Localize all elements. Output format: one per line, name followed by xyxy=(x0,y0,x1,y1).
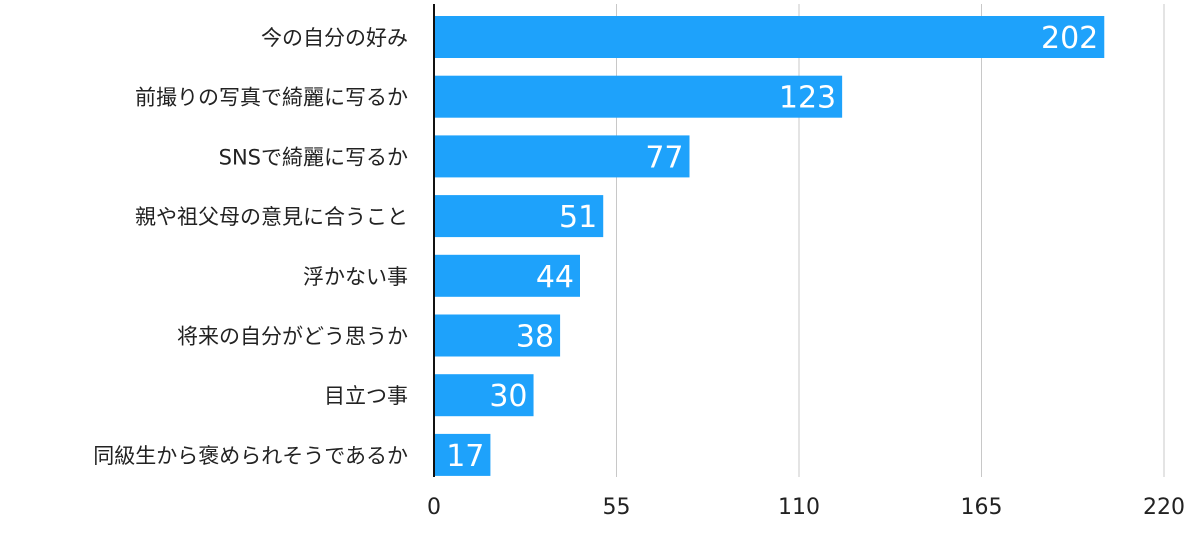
bar-layer xyxy=(434,16,1105,476)
bar xyxy=(434,314,561,357)
bar xyxy=(434,75,843,118)
bar xyxy=(434,135,690,178)
bar xyxy=(434,16,1105,58)
bar-value-label: 17 xyxy=(446,439,484,474)
category-label: 浮かない事 xyxy=(303,265,408,289)
x-tick-label: 110 xyxy=(778,495,820,520)
category-label: 将来の自分がどう思うか xyxy=(177,325,408,349)
category-label: 今の自分の好み xyxy=(261,26,408,50)
bar xyxy=(434,195,604,238)
bar xyxy=(434,374,534,417)
x-tick-label: 220 xyxy=(1143,495,1185,520)
bar xyxy=(434,254,580,297)
x-tick-label: 55 xyxy=(603,495,631,520)
x-tick-label-layer: 0 55 110 165 220 xyxy=(427,495,1185,520)
grid-layer xyxy=(616,4,1165,477)
category-label: SNSで綺麗に写るか xyxy=(219,145,408,169)
category-label: 親や祖父母の意見に合うこと xyxy=(135,205,408,229)
bar-value-label: 123 xyxy=(779,81,836,116)
x-tick-label: 0 xyxy=(427,495,441,520)
bar-value-label: 30 xyxy=(489,379,527,414)
bar-value-label: 38 xyxy=(516,320,554,355)
bar xyxy=(434,433,491,476)
bar-value-label: 202 xyxy=(1041,21,1098,56)
category-label: 前撮りの写真で綺麗に写るか xyxy=(135,86,408,110)
bar-value-label: 44 xyxy=(536,260,574,295)
x-tick-label: 165 xyxy=(961,495,1003,520)
bar-value-label: 77 xyxy=(645,140,683,175)
category-label: 同級生から褒められそうであるか xyxy=(93,444,408,468)
bar-value-label: 51 xyxy=(559,200,597,235)
category-label: 目立つ事 xyxy=(324,384,408,408)
